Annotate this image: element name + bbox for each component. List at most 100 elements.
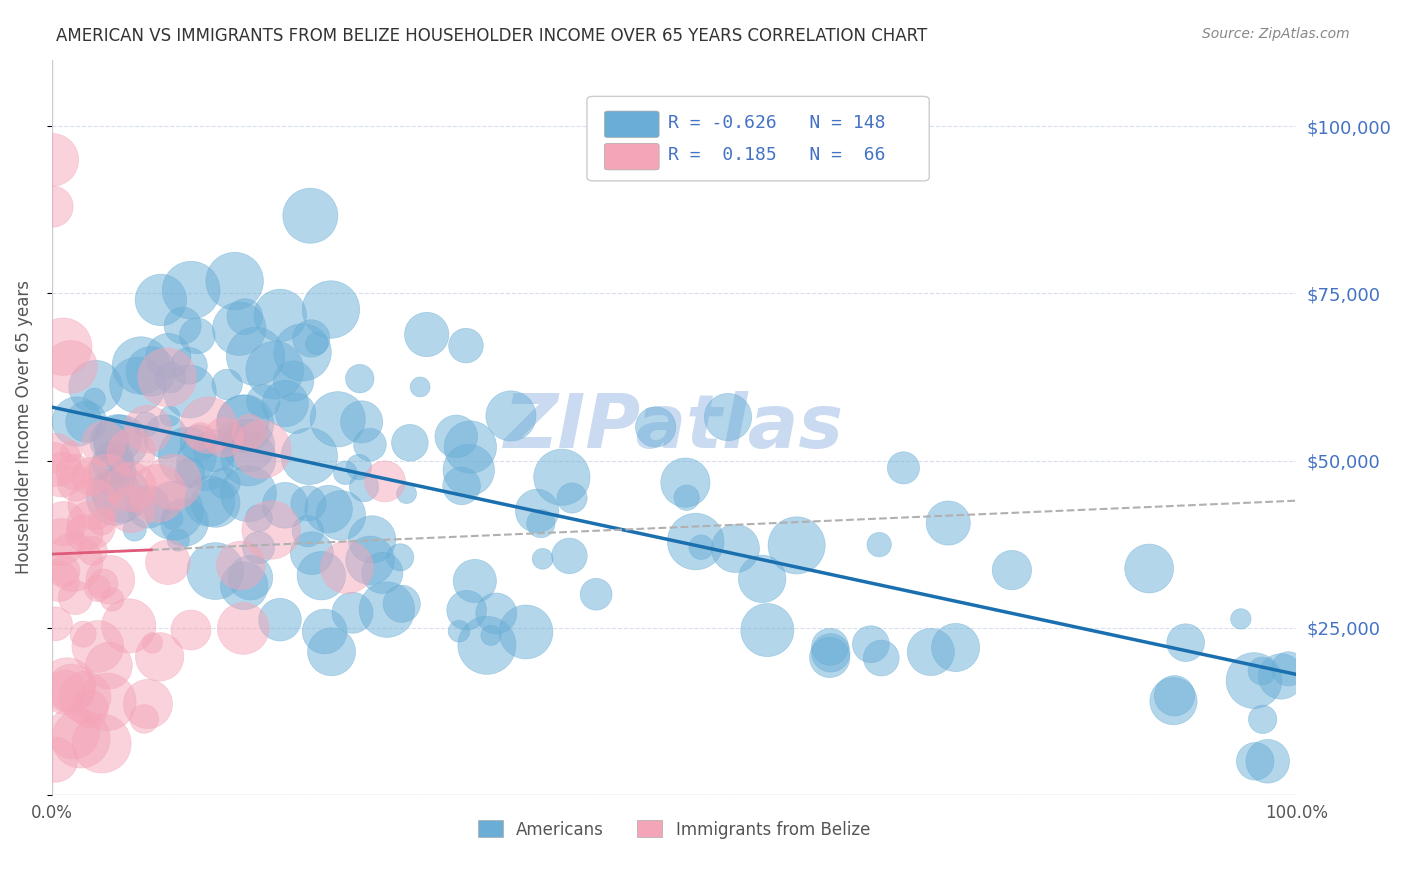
Point [44,753,66,767]
Point [291,345,314,359]
Point [204,496,226,510]
Point [945,640,967,655]
Point [353,480,375,494]
Point [335,466,357,480]
Point [247,541,270,555]
Point [86,582,108,596]
Point [60,444,83,458]
Point [374,475,396,489]
Point [93,436,115,450]
Point [326,412,349,426]
Point [163,504,186,518]
Point [51,535,73,549]
Point [260,523,283,537]
Point [127,378,149,392]
Point [233,579,256,593]
Point [301,546,323,560]
Point [247,511,270,525]
Point [238,487,260,501]
Point [118,619,141,633]
Point [238,451,260,466]
Point [90,737,112,751]
Point [298,449,321,463]
Y-axis label: Householder Income Over 65 years: Householder Income Over 65 years [15,280,32,574]
Text: R = -0.626   N = 148: R = -0.626 N = 148 [668,114,886,132]
Point [245,349,267,363]
Point [263,363,285,377]
Point [859,637,882,651]
Point [105,432,128,446]
Point [44,616,66,631]
Point [149,649,172,664]
Point [136,422,159,436]
Point [156,555,179,569]
Point [51,467,73,482]
Text: ZIPatlas: ZIPatlas [505,391,844,464]
Point [232,622,254,636]
Point [197,418,219,433]
Point [96,695,118,709]
Point [485,607,508,621]
Point [48,574,70,589]
Point [55,683,77,698]
Point [221,429,243,443]
Point [1270,669,1292,683]
Point [73,526,96,541]
Point [1251,712,1274,726]
Point [1001,563,1024,577]
Point [72,627,94,641]
Point [101,456,124,470]
Point [180,623,202,637]
Point [1244,754,1267,768]
Point [180,283,202,297]
Point [80,469,103,483]
Point [233,310,256,324]
Point [135,417,157,432]
Point [233,417,256,431]
Point [91,576,114,591]
Point [66,415,89,429]
Point [690,540,713,554]
Point [41,200,63,214]
Point [1174,635,1197,649]
Point [198,494,221,508]
Point [250,442,273,457]
Point [62,465,84,479]
Point [101,465,124,479]
Point [551,470,574,484]
Point [73,690,96,705]
Point [172,318,194,333]
Point [110,487,132,501]
Point [342,606,364,620]
Point [141,636,163,650]
Point [167,533,190,548]
Point [1163,694,1185,708]
Point [56,679,79,693]
Point [252,394,274,409]
Point [60,681,83,695]
Point [157,349,180,363]
Point [228,321,250,335]
Point [454,338,477,352]
Point [162,511,184,525]
Point [786,538,808,552]
Point [136,500,159,514]
Point [187,436,209,450]
Point [87,640,110,654]
Point [1277,662,1299,676]
Point [318,502,340,516]
Point [415,327,437,342]
Point [311,568,333,582]
Point [217,377,239,392]
Point [936,516,959,530]
Point [361,533,384,547]
Point [90,515,112,529]
Point [675,491,697,505]
Point [274,396,297,410]
Point [284,406,307,420]
Point [868,538,890,552]
Point [52,516,75,531]
Legend: Americans, Immigrants from Belize: Americans, Immigrants from Belize [471,814,877,846]
Point [893,461,915,475]
Point [399,435,422,450]
